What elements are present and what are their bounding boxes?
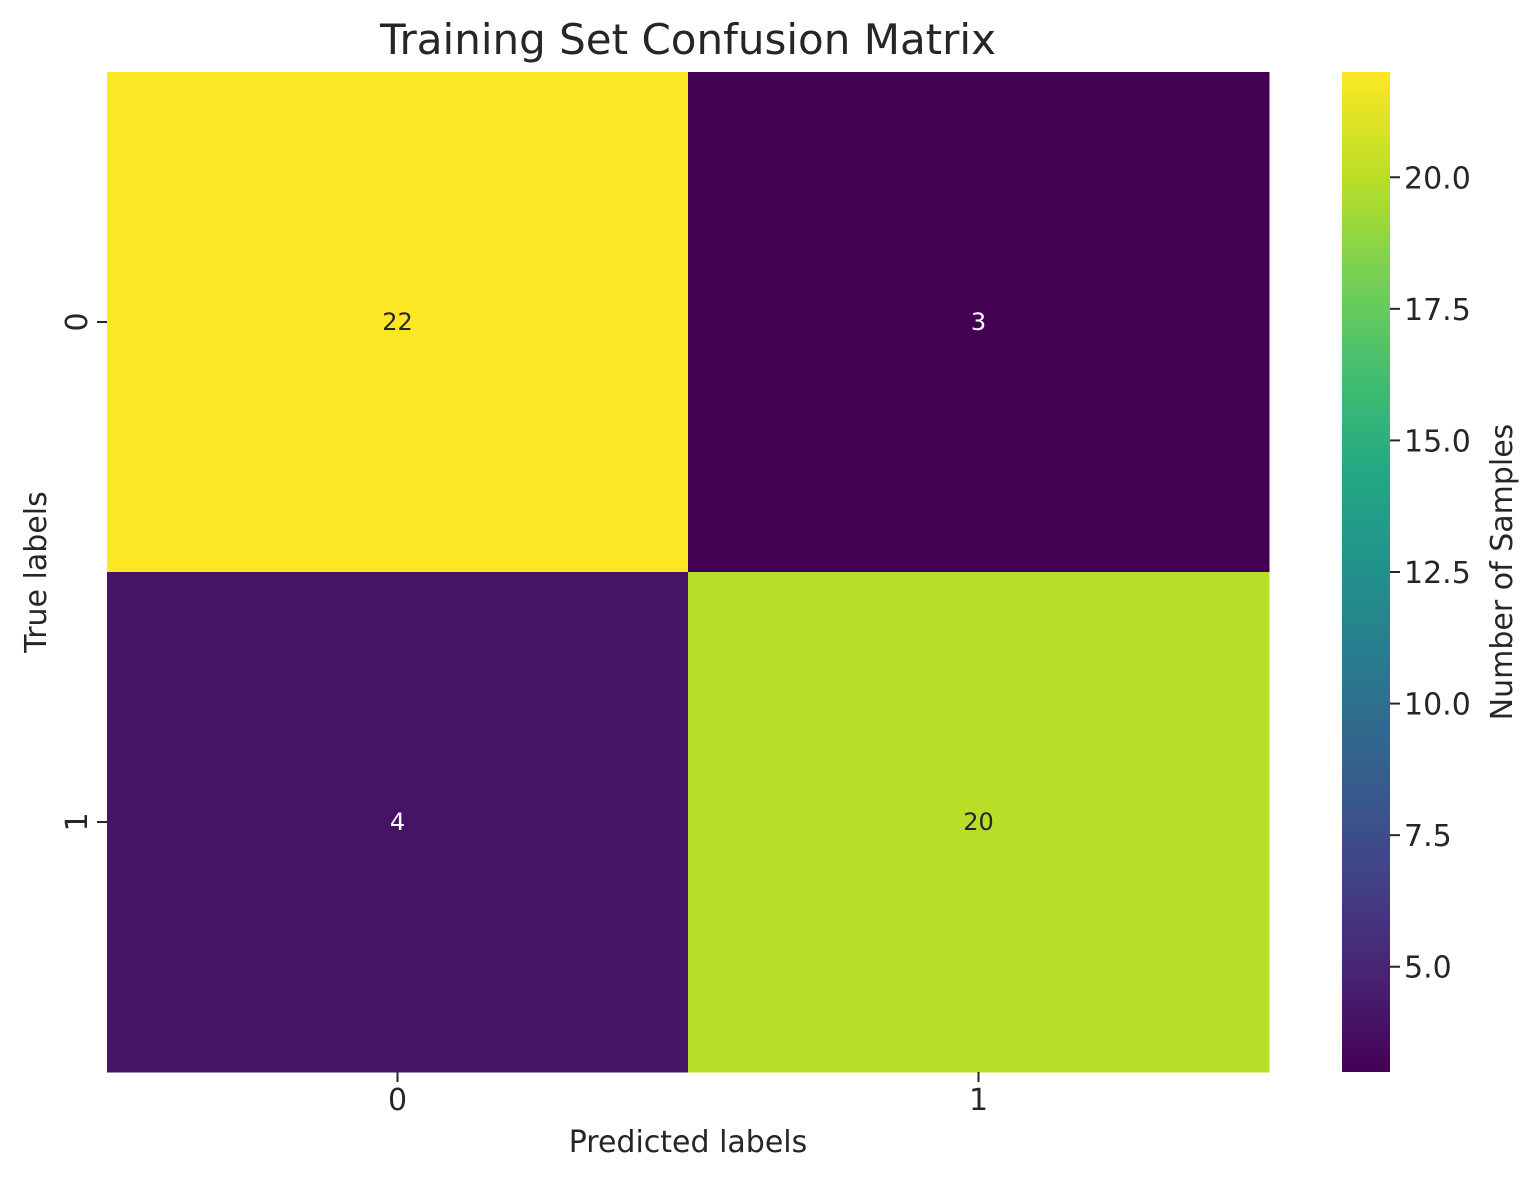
colorbar-tick-label-1: 7.5 bbox=[1404, 819, 1452, 854]
y-axis-label: True labels bbox=[19, 491, 54, 653]
colorbar bbox=[1342, 72, 1390, 1072]
colorbar-label: Number of Samples bbox=[1485, 424, 1520, 721]
chart-title: Training Set Confusion Matrix bbox=[379, 15, 996, 64]
heatmap-cell-labels: 22 3 4 20 bbox=[382, 308, 994, 836]
heatmap-cells bbox=[107, 72, 1270, 1073]
colorbar-tick-label-3: 12.5 bbox=[1404, 556, 1471, 591]
x-tick-label-0: 0 bbox=[388, 1083, 407, 1118]
colorbar-tick-label-2: 10.0 bbox=[1404, 688, 1471, 723]
heatmap-cell-0-0 bbox=[107, 72, 689, 573]
cell-value-0-0: 22 bbox=[382, 308, 413, 336]
y-tick-label-1: 1 bbox=[60, 812, 95, 831]
colorbar-tick-label-4: 15.0 bbox=[1404, 424, 1471, 459]
cell-value-1-0: 4 bbox=[390, 808, 405, 836]
cell-value-1-1: 20 bbox=[963, 808, 994, 836]
y-tick-label-0: 0 bbox=[60, 312, 95, 331]
colorbar-tick-label-0: 5.0 bbox=[1404, 951, 1452, 986]
y-axis-ticks: 01 bbox=[60, 312, 107, 832]
colorbar-tick-label-5: 17.5 bbox=[1404, 293, 1471, 328]
heatmap-cell-1-1 bbox=[688, 572, 1270, 1073]
x-tick-label-1: 1 bbox=[969, 1083, 988, 1118]
x-axis-label: Predicted labels bbox=[569, 1125, 808, 1160]
colorbar-tick-label-6: 20.0 bbox=[1404, 161, 1471, 196]
cell-value-0-1: 3 bbox=[971, 308, 986, 336]
heatmap-cell-0-1 bbox=[688, 72, 1270, 573]
colorbar-ticks: 5.0 7.5 10.0 12.5 15.0 17.5 20.0 bbox=[1390, 161, 1471, 986]
heatmap-cell-1-0 bbox=[107, 572, 689, 1073]
